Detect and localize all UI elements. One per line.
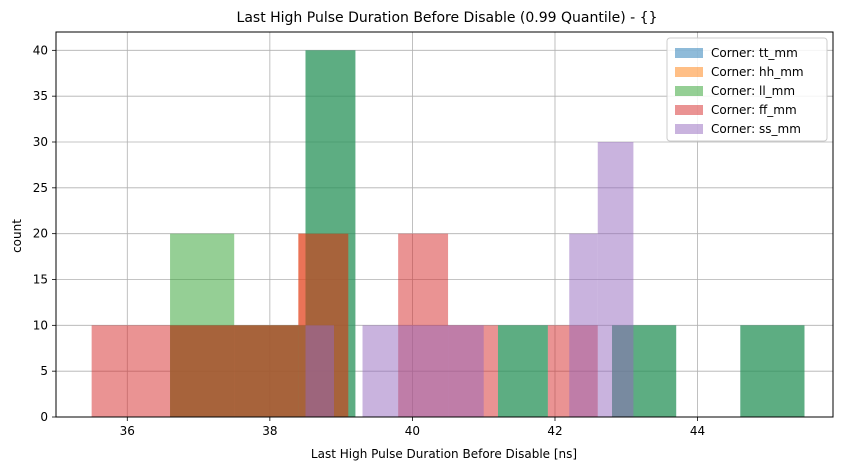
histogram-bar bbox=[305, 325, 335, 417]
legend-swatch bbox=[675, 86, 703, 96]
legend-entry: Corner: hh_mm bbox=[711, 65, 804, 79]
legend-box bbox=[666, 37, 828, 142]
legend-swatch bbox=[675, 48, 703, 58]
plot-frame bbox=[55, 31, 834, 418]
legend-entry: Corner: ss_mm bbox=[711, 122, 801, 136]
y-tick-label: 25 bbox=[33, 181, 48, 195]
legend-entry: Corner: ll_mm bbox=[711, 84, 795, 98]
legend-entry: Corner: ff_mm bbox=[711, 103, 797, 117]
histogram-bar bbox=[569, 233, 598, 417]
x-tick-label: 38 bbox=[262, 424, 277, 438]
legend-swatch bbox=[675, 67, 703, 77]
histogram-bar bbox=[597, 142, 634, 417]
y-tick-label: 40 bbox=[33, 43, 48, 57]
y-tick-label: 5 bbox=[40, 364, 48, 378]
x-tick-label: 42 bbox=[547, 424, 562, 438]
histogram-bars bbox=[91, 50, 805, 417]
y-tick-label: 10 bbox=[33, 318, 48, 332]
histogram-bar bbox=[398, 325, 484, 417]
histogram-bar bbox=[740, 325, 805, 417]
y-tick-label: 0 bbox=[40, 410, 48, 424]
x-tick-label: 44 bbox=[690, 424, 705, 438]
legend: Corner: tt_mm Corner: hh_mm Corner: ll_mm C… bbox=[666, 37, 828, 142]
y-tick-label: 15 bbox=[33, 273, 48, 287]
chart-title: Last High Pulse Duration Before Disable … bbox=[237, 10, 658, 26]
legend-swatch bbox=[675, 124, 703, 134]
x-axis-title: Last High Pulse Duration Before Disable … bbox=[311, 447, 577, 461]
x-axis-ticks: 36 38 40 42 44 bbox=[120, 417, 705, 438]
histogram-bar bbox=[497, 325, 548, 417]
histogram-bar bbox=[91, 325, 171, 417]
y-tick-label: 30 bbox=[33, 135, 48, 149]
y-tick-label: 35 bbox=[33, 89, 48, 103]
x-tick-label: 36 bbox=[120, 424, 135, 438]
histogram-bar bbox=[362, 325, 399, 417]
y-axis-title: count bbox=[10, 219, 24, 253]
legend-entry: Corner: tt_mm bbox=[711, 46, 798, 60]
series-corner-ss-mm bbox=[305, 142, 634, 417]
legend-swatch bbox=[675, 105, 703, 115]
y-tick-label: 20 bbox=[33, 227, 48, 241]
y-axis-ticks: 0 5 10 15 20 25 30 35 40 bbox=[33, 43, 56, 424]
x-tick-label: 40 bbox=[405, 424, 420, 438]
histogram-bar bbox=[170, 325, 299, 417]
